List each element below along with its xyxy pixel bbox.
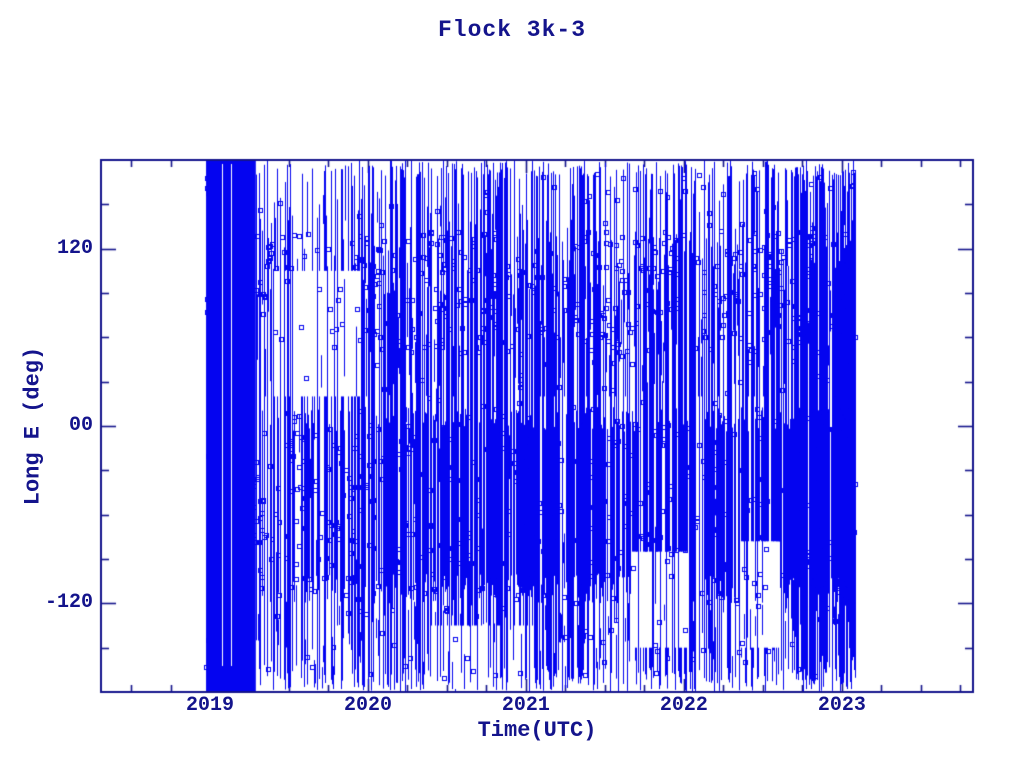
x-tick-label-2020: 2020 [343, 694, 392, 717]
y-axis-title: Long E (deg) [20, 346, 46, 506]
x-tick-label-2019: 2019 [185, 694, 235, 717]
y-tick-label-120: 120 [56, 236, 93, 260]
x-tick-label-2022: 2022 [659, 694, 708, 717]
x-tick-label-2021: 2021 [501, 694, 550, 717]
y-tick-label--120: -120 [44, 591, 93, 615]
x-axis-title: Time(UTC) [477, 718, 597, 743]
x-tick-label-2023: 2023 [817, 694, 866, 717]
y-tick-label-00: 00 [68, 414, 93, 437]
chart-title: Flock 3k-3 [437, 17, 587, 43]
